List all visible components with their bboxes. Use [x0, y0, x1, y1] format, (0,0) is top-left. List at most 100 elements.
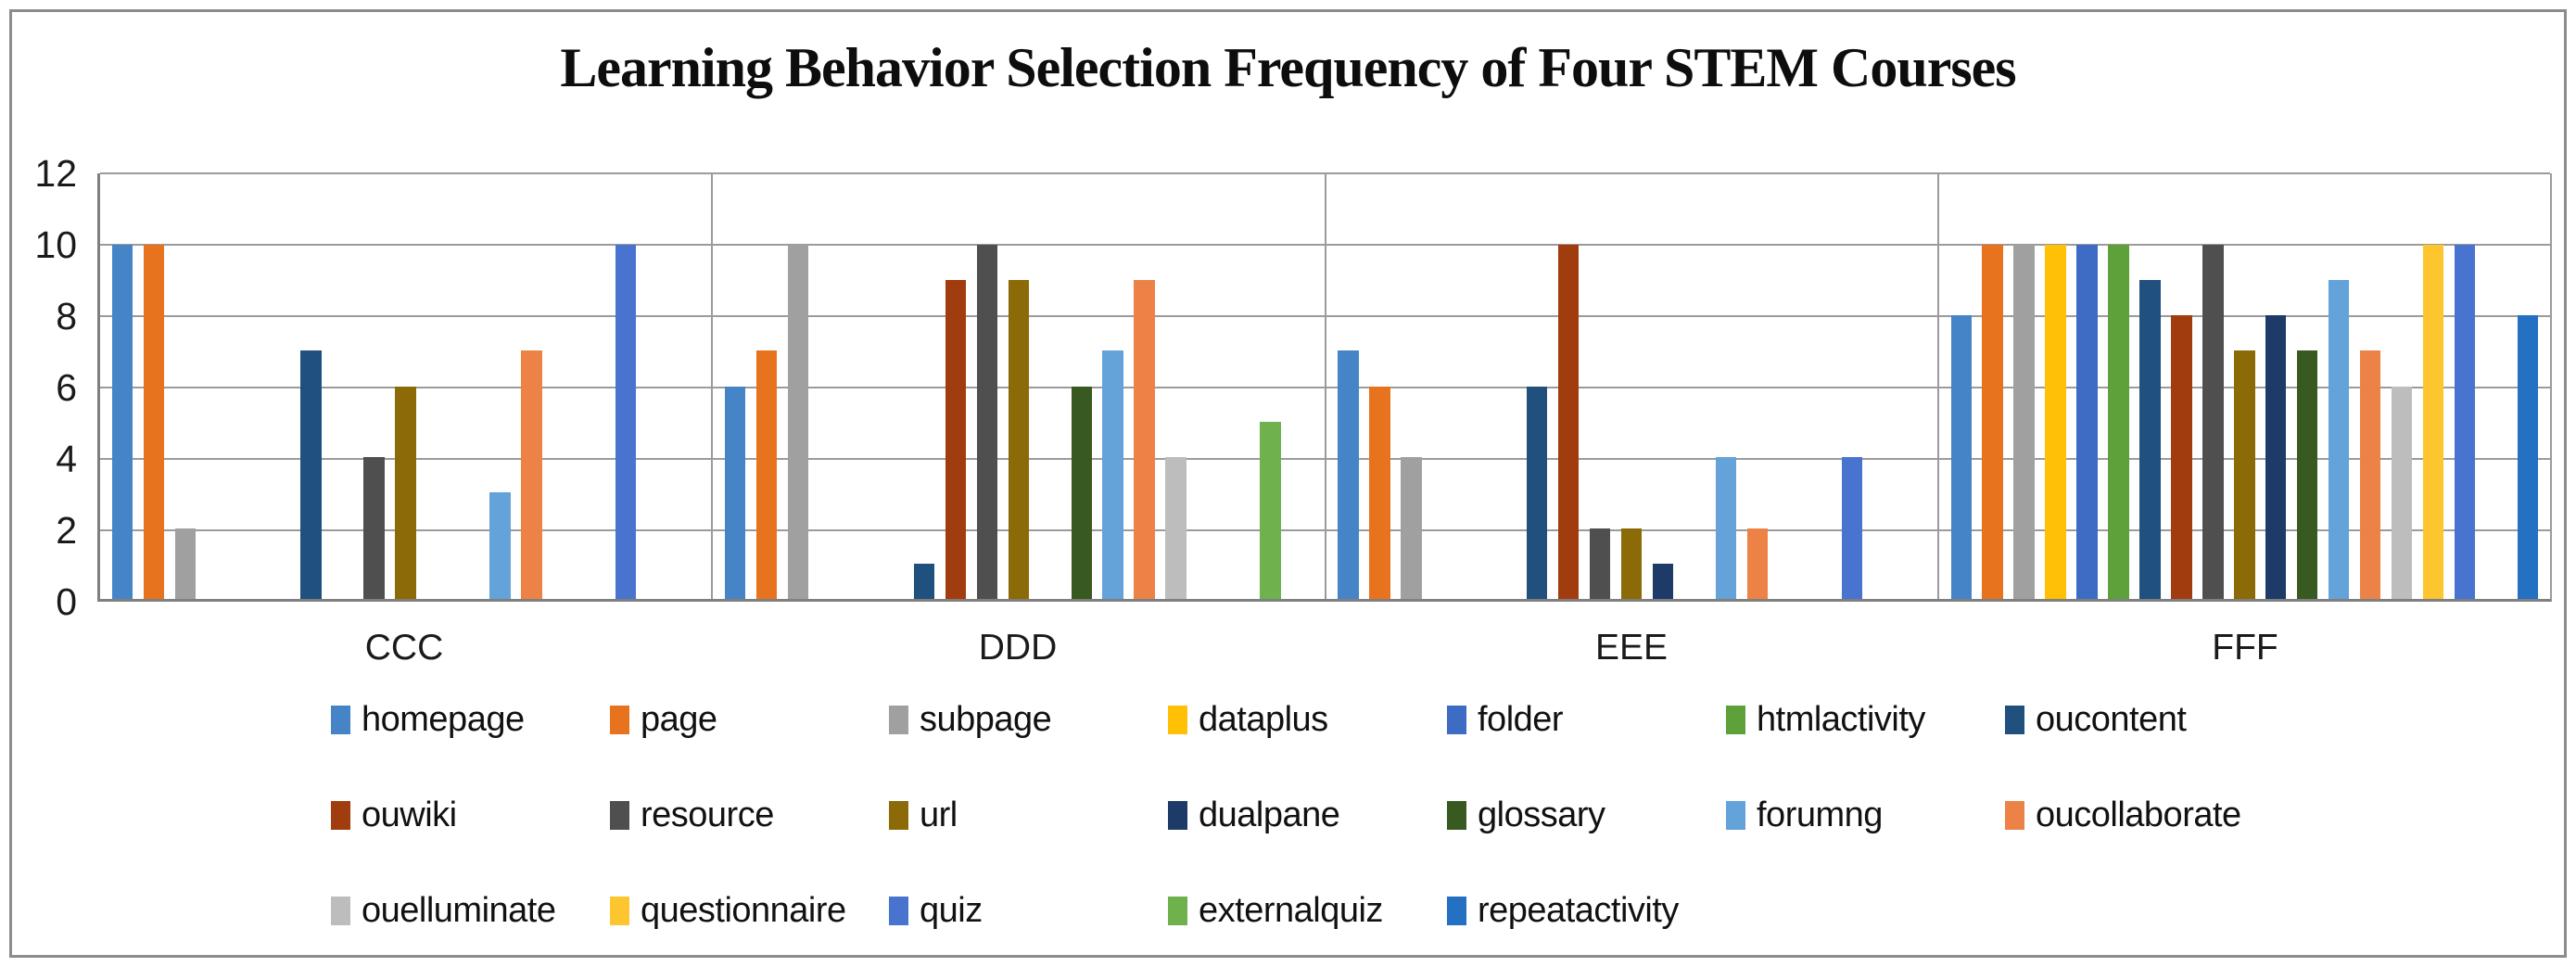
bar-slot-page-CCC	[138, 173, 170, 599]
bar-glossary-FFF	[2297, 350, 2318, 599]
bar-ouwiki-DDD	[945, 279, 967, 599]
bar-group-FFF	[1939, 173, 2550, 599]
legend-swatch-homepage	[331, 706, 350, 734]
bar-resource-DDD	[976, 244, 998, 599]
bar-slot-glossary-DDD	[1066, 173, 1098, 599]
bar-subpage-CCC	[174, 528, 197, 599]
legend-item-oucontent: oucontent	[2005, 700, 2284, 740]
bar-group-DDD	[713, 173, 1326, 599]
bar-dualpane-EEE	[1652, 563, 1674, 599]
bar-questionnaire-FFF	[2422, 244, 2444, 599]
legend-swatch-ouelluminate	[331, 897, 350, 925]
legend-label-ouwiki: ouwiki	[362, 795, 457, 834]
bar-slot-repeatactivity-CCC	[673, 173, 704, 599]
legend-swatch-dataplus	[1168, 706, 1187, 734]
legend-swatch-subpage	[889, 706, 908, 734]
bar-slot-homepage-FFF	[1946, 173, 1977, 599]
bar-url-EEE	[1620, 528, 1643, 599]
y-axis-tick-label: 6	[56, 366, 77, 409]
bar-homepage-CCC	[111, 244, 133, 599]
bar-slot-oucontent-EEE	[1521, 173, 1553, 599]
legend-label-url: url	[920, 795, 958, 834]
bar-slot-folder-EEE	[1458, 173, 1490, 599]
bar-slot-forumng-DDD	[1098, 173, 1129, 599]
bar-slot-dualpane-FFF	[2260, 173, 2291, 599]
bar-slot-questionnaire-FFF	[2417, 173, 2449, 599]
bar-page-CCC	[143, 244, 165, 599]
bar-slot-dualpane-CCC	[422, 173, 453, 599]
bar-quiz-FFF	[2454, 244, 2476, 599]
bar-slot-resource-CCC	[359, 173, 390, 599]
bar-slot-forumng-EEE	[1710, 173, 1742, 599]
bar-resource-EEE	[1589, 528, 1611, 599]
y-axis-tick-label: 10	[34, 223, 77, 266]
legend-label-ouelluminate: ouelluminate	[362, 891, 556, 930]
bar-slot-dataplus-DDD	[814, 173, 845, 599]
legend-item-folder: folder	[1447, 700, 1726, 740]
legend-item-url: url	[889, 795, 1168, 835]
bar-slot-ouelluminate-DDD	[1161, 173, 1192, 599]
x-axis-label-CCC: CCC	[364, 628, 444, 668]
bar-slot-htmlactivity-FFF	[2103, 173, 2135, 599]
bar-slot-repeatactivity-FFF	[2512, 173, 2544, 599]
bar-slot-subpage-DDD	[782, 173, 814, 599]
bar-slot-resource-EEE	[1584, 173, 1616, 599]
legend-item-ouwiki: ouwiki	[331, 795, 610, 835]
y-axis-tick-label: 2	[56, 509, 77, 552]
legend-swatch-ouwiki	[331, 801, 350, 830]
legend-item-forumng: forumng	[1726, 795, 2005, 835]
bar-subpage-FFF	[2013, 244, 2035, 599]
bar-slot-page-EEE	[1364, 173, 1395, 599]
bar-forumng-CCC	[489, 492, 511, 599]
legend-swatch-url	[889, 801, 908, 830]
bar-slot-homepage-CCC	[107, 173, 138, 599]
bar-slot-ouwiki-DDD	[940, 173, 971, 599]
bar-oucontent-CCC	[300, 350, 322, 599]
bar-slot-glossary-CCC	[452, 173, 484, 599]
bar-slot-repeatactivity-DDD	[1286, 173, 1317, 599]
bar-slot-oucontent-FFF	[2134, 173, 2165, 599]
bar-slot-repeatactivity-EEE	[1899, 173, 1931, 599]
legend-swatch-folder	[1447, 706, 1466, 734]
legend-item-htmlactivity: htmlactivity	[1726, 700, 2005, 740]
legend-item-quiz: quiz	[889, 891, 1168, 931]
legend-label-glossary: glossary	[1478, 795, 1605, 834]
legend-label-page: page	[641, 700, 717, 739]
bar-oucontent-FFF	[2139, 279, 2161, 599]
plot-area	[97, 172, 2552, 602]
legend-item-dataplus: dataplus	[1168, 700, 1447, 740]
bar-dualpane-FFF	[2265, 315, 2287, 599]
bar-slot-quiz-FFF	[2449, 173, 2481, 599]
bar-dataplus-FFF	[2045, 244, 2066, 599]
bar-slot-page-FFF	[1977, 173, 2009, 599]
bar-oucontent-DDD	[913, 563, 935, 599]
x-axis: CCC DDD EEE FFF	[97, 615, 2552, 668]
legend-label-subpage: subpage	[920, 700, 1052, 739]
bar-slot-ouelluminate-FFF	[2386, 173, 2417, 599]
legend-item-glossary: glossary	[1447, 795, 1726, 835]
bar-slot-forumng-CCC	[484, 173, 515, 599]
bar-slot-dualpane-DDD	[1034, 173, 1066, 599]
y-axis-tick-label: 4	[56, 438, 77, 480]
bar-slot-subpage-CCC	[170, 173, 201, 599]
y-axis-tick-label: 8	[56, 295, 77, 337]
bar-forumng-FFF	[2328, 279, 2350, 599]
legend-swatch-externalquiz	[1168, 897, 1187, 925]
bar-homepage-DDD	[725, 386, 746, 599]
bar-subpage-EEE	[1401, 457, 1422, 599]
bar-slot-questionnaire-DDD	[1192, 173, 1224, 599]
bar-slot-oucontent-CCC	[296, 173, 327, 599]
legend-item-resource: resource	[610, 795, 889, 835]
bar-url-CCC	[395, 386, 416, 599]
bar-slot-url-EEE	[1616, 173, 1647, 599]
legend-swatch-glossary	[1447, 801, 1466, 830]
legend-swatch-questionnaire	[610, 897, 629, 925]
bar-slot-externalquiz-CCC	[641, 173, 673, 599]
bar-slot-htmlactivity-DDD	[877, 173, 908, 599]
bar-slot-questionnaire-EEE	[1805, 173, 1836, 599]
bar-resource-CCC	[363, 457, 385, 599]
bar-slot-ouwiki-FFF	[2165, 173, 2197, 599]
bar-slot-oucollaborate-DDD	[1129, 173, 1161, 599]
y-axis: 0 2 4 6 8 10 12	[12, 152, 90, 623]
legend-swatch-repeatactivity	[1447, 897, 1466, 925]
